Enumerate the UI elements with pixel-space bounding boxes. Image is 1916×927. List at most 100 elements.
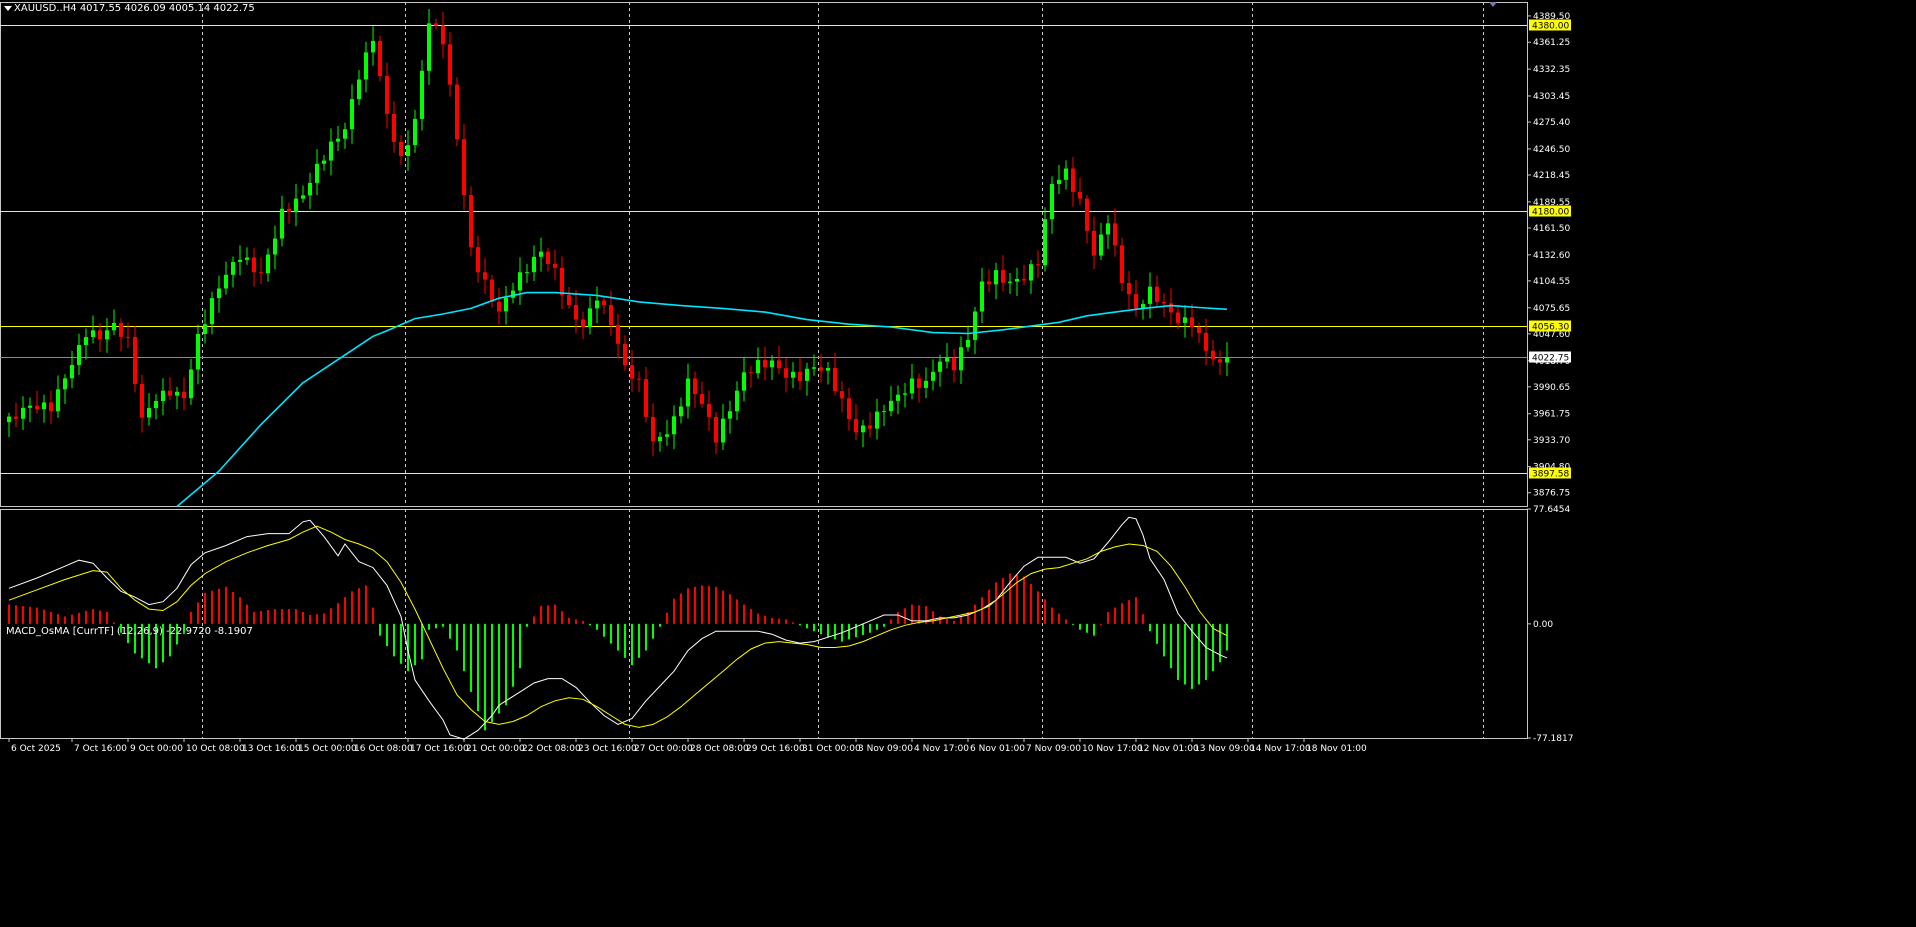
candle-body [1183,317,1187,323]
candle-body [532,256,536,273]
osma-histogram-bar [323,613,325,624]
candle-body [364,52,368,80]
osma-histogram-bar [92,609,94,624]
candle-body [546,251,550,265]
level-price-label: 3897.58 [1532,470,1569,480]
osma-histogram-bar [918,605,920,624]
osma-histogram-bar [1177,623,1179,681]
candle-body [1190,317,1194,328]
osma-histogram-bar [729,594,731,624]
osma-histogram-bar [743,604,745,624]
candle-body [791,371,795,378]
osma-histogram-bar [862,623,864,635]
dropdown-arrow-icon[interactable] [4,6,12,11]
osma-histogram-bar [337,603,339,624]
osma-histogram-bar [386,623,388,647]
osma-histogram-bar [162,623,164,663]
candle-body [119,322,123,337]
osma-histogram-bar [806,623,808,629]
candle-body [672,416,676,435]
candle-body [742,372,746,391]
level-price-tag [1529,467,1571,479]
candle-body [707,403,711,417]
osma-histogram-bar [1002,577,1004,624]
candle-body [196,333,200,370]
candle-body [1162,301,1166,304]
osma-histogram-bar [1121,603,1123,624]
candle-body [973,311,977,340]
osma-histogram-bar [1156,623,1158,644]
osma-histogram-bar [834,623,836,640]
candle-body [35,405,39,410]
osma-histogram-bar [876,623,878,630]
osma-histogram-bar [1135,597,1137,624]
osma-histogram-bar [1205,623,1207,681]
level-price-tag [1529,320,1571,332]
chart-shift-marker-icon [1489,2,1497,7]
candle-body [1120,245,1124,283]
osma-histogram-bar [1016,575,1018,624]
osma-histogram-bar [701,585,703,624]
time-axis-label: 28 Oct 08:00 [690,744,749,754]
osma-histogram-bar [50,612,52,624]
candle-body [700,394,704,404]
candle-body [1043,219,1047,266]
candle-body [560,267,564,296]
candle-body [133,337,137,384]
osma-histogram-bar [1128,600,1130,624]
candle-body [21,407,25,419]
osma-histogram-bar [1058,613,1060,624]
osma-histogram-bar [225,586,227,624]
candle-body [231,261,235,275]
candle-body [217,288,221,299]
osma-histogram-bar [435,623,437,629]
candle-body [77,344,81,365]
candle-body [413,118,417,146]
candle-body [287,208,291,213]
candle-body [1029,264,1033,281]
candle-body [350,99,354,130]
osma-histogram-bar [1072,623,1074,625]
candle-body [868,425,872,429]
candle-body [1071,168,1075,192]
candle-body [1134,294,1138,309]
price-axis-label: 3990.65 [1533,383,1570,393]
candle-body [469,194,473,248]
candle-body [98,330,102,340]
candle-body [735,390,739,412]
time-axis-label: 7 Oct 16:00 [74,744,127,754]
osma-histogram-bar [113,622,115,624]
candle-body [56,389,60,412]
candle-body [924,380,928,388]
candle-body [112,322,116,331]
candle-body [189,369,193,399]
osma-histogram-bar [554,604,556,624]
candle-body [266,254,270,274]
candle-body [931,371,935,381]
osma-histogram-bar [736,599,738,624]
candle-body [357,79,361,100]
candle-body [315,163,319,183]
candle-body [1036,264,1040,266]
osma-histogram-bar [1226,623,1228,651]
osma-histogram-bar [477,623,479,712]
price-axis-label: 4218.45 [1533,171,1570,181]
time-axis-label: 22 Oct 08:00 [522,744,581,754]
osma-histogram-bar [407,623,409,672]
candle-body [336,138,340,142]
osma-histogram-bar [932,611,934,624]
candle-body [175,391,179,396]
candle-body [343,129,347,139]
time-axis-label: 12 Nov 01:00 [1138,744,1199,754]
osma-histogram-bar [442,623,444,627]
current-price-label: 4022.75 [1532,354,1569,364]
candle-body [910,378,914,394]
candle-body [728,411,732,419]
candle-body [238,259,242,262]
osma-histogram-bar [190,612,192,624]
candle-body [1211,350,1215,360]
time-axis-label: 16 Oct 08:00 [354,744,413,754]
time-axis-label: 4 Nov 17:00 [914,744,969,754]
